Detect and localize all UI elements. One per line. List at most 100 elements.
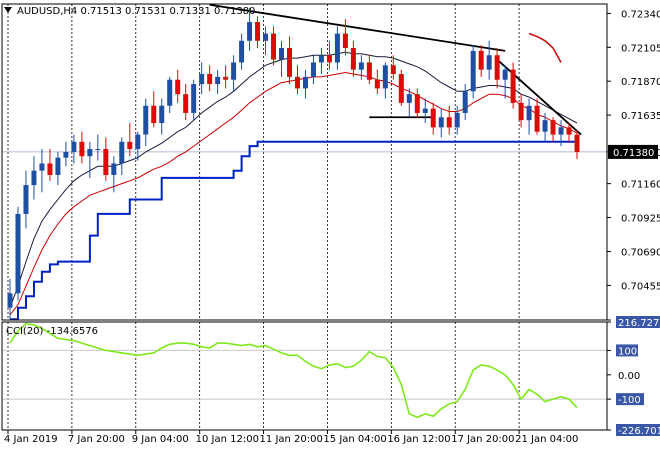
candle: [119, 137, 125, 175]
candle-body: [534, 105, 540, 132]
symbol-dropdown-icon[interactable]: [4, 7, 12, 13]
candle-body: [167, 79, 173, 106]
candle-body: [502, 69, 508, 80]
candle: [566, 123, 572, 142]
candle: [430, 102, 436, 135]
candle: [151, 91, 157, 128]
cci-panel[interactable]: [2, 322, 607, 419]
candle-body: [478, 50, 484, 70]
x-tick-label: 16 Jan 12:00: [387, 434, 450, 445]
candle: [326, 40, 332, 70]
y-tick-label: 0.71635: [621, 111, 660, 122]
candle: [215, 69, 221, 95]
candle-body: [510, 69, 516, 103]
candle-body: [374, 79, 380, 89]
price-panel[interactable]: [2, 3, 607, 321]
candle-body: [287, 48, 293, 77]
candle-body: [271, 33, 277, 60]
candle-body: [454, 112, 460, 128]
x-tick-label: 11 Jan 20:00: [260, 434, 323, 445]
candle-body: [382, 65, 388, 89]
candle-body: [438, 117, 444, 128]
cci-y-tick-label: 0.00: [618, 371, 640, 382]
cci-panel-frame: [1, 321, 608, 431]
candle-body: [119, 141, 125, 164]
y-tick-label: 0.71870: [621, 77, 660, 88]
candle-body: [135, 134, 141, 150]
candle-body: [486, 55, 492, 70]
candle: [159, 98, 165, 135]
candle: [47, 149, 53, 181]
candle: [207, 65, 213, 92]
moving-average-red-projection: [528, 32, 562, 63]
candle-body: [79, 141, 85, 157]
candle: [526, 98, 532, 135]
candle-body: [199, 73, 205, 85]
candle-body: [334, 33, 340, 63]
cci-level-badge: [616, 393, 644, 406]
candle-body: [159, 105, 165, 124]
candle-body: [143, 105, 149, 135]
candle-body: [87, 149, 93, 157]
y-tick-label: 0.70925: [621, 214, 660, 225]
x-tick-label: 17 Jan 20:00: [451, 434, 514, 445]
candle-body: [47, 163, 53, 175]
candle-body: [526, 105, 532, 121]
candle-body: [462, 91, 468, 113]
candle-body: [15, 213, 21, 294]
candle-body: [414, 94, 420, 113]
candle: [462, 84, 468, 121]
candle-body: [207, 73, 213, 85]
candle-body: [23, 185, 29, 214]
candle-body: [470, 50, 476, 92]
candle-body: [398, 73, 404, 103]
candle-body: [406, 94, 412, 103]
cci-level-badge: [616, 316, 660, 328]
cci-y-tick-label: 100: [618, 346, 637, 357]
candle-body: [358, 62, 364, 70]
cci-y-tick-label: -100: [618, 395, 641, 406]
candle: [446, 105, 452, 135]
candle: [71, 134, 77, 164]
candle-body: [247, 22, 253, 41]
candle-body: [446, 117, 452, 128]
candle-body: [326, 55, 332, 63]
candle: [438, 108, 444, 138]
candle: [382, 62, 388, 99]
cci-label: CCI(20) -134.6576: [6, 326, 98, 337]
candle: [199, 62, 205, 95]
candle-body: [310, 62, 316, 77]
x-tick-label: 10 Jan 12:00: [196, 434, 259, 445]
candle-body: [542, 120, 548, 132]
candle: [7, 278, 13, 320]
candle-body: [302, 76, 308, 89]
candle: [510, 62, 516, 109]
candle: [470, 45, 476, 99]
candle: [63, 141, 69, 167]
candle: [310, 55, 316, 85]
symbol-ohlc-label: AUDUSD,H4 0.71513 0.71531 0.71331 0.7138…: [17, 6, 255, 17]
cci-level-badge: [616, 344, 638, 357]
candle: [95, 134, 101, 161]
candle-body: [550, 120, 556, 135]
candle-body: [239, 40, 245, 63]
candle: [231, 55, 237, 92]
current-price-badge: [608, 144, 658, 159]
candle-body: [342, 33, 348, 49]
candle-body: [390, 65, 396, 74]
candle: [366, 55, 372, 85]
candle: [143, 98, 149, 147]
candle-body: [71, 141, 77, 152]
trendline[interactable]: [209, 3, 506, 52]
x-tick-label: 21 Jan 04:00: [515, 434, 578, 445]
candle: [542, 112, 548, 142]
candle-body: [279, 48, 285, 60]
cci-level-badge: [616, 424, 660, 436]
candle-body: [318, 55, 324, 63]
candle: [239, 33, 245, 70]
cci-line: [9, 322, 578, 419]
candle: [454, 105, 460, 135]
candle-body: [215, 76, 221, 85]
candle: [494, 48, 500, 89]
